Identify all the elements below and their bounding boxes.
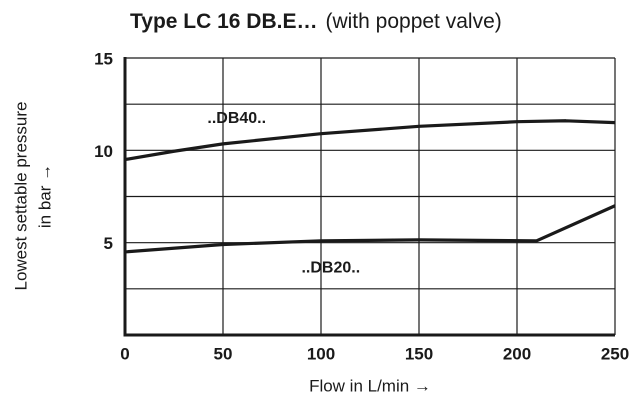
x-tick-label: 250 <box>601 344 629 363</box>
x-tick-label: 100 <box>307 344 335 363</box>
x-tick-label: 150 <box>405 344 433 363</box>
series-label: ..DB40.. <box>207 110 266 127</box>
line-series <box>124 204 616 254</box>
y-tick-label: 10 <box>94 142 113 161</box>
y-tick-label: 15 <box>94 49 113 68</box>
y-axis-label: in bar → <box>35 164 54 228</box>
line-series <box>124 119 616 162</box>
x-axis-label: Flow in L/min → <box>309 376 431 395</box>
subtitle: (with poppet valve) <box>325 10 501 33</box>
x-tick-label: 200 <box>503 344 531 363</box>
y-axis-label: Lowest settable pressure <box>11 102 30 291</box>
x-tick-label: 0 <box>120 344 129 363</box>
x-tick-label: 50 <box>214 344 233 363</box>
series-label: ..DB20.. <box>301 260 360 277</box>
chart-title: Type LC 16 DB.E… (with poppet valve) <box>130 10 502 33</box>
title: Type LC 16 DB.E… <box>130 10 317 33</box>
y-tick-label: 5 <box>104 234 113 253</box>
